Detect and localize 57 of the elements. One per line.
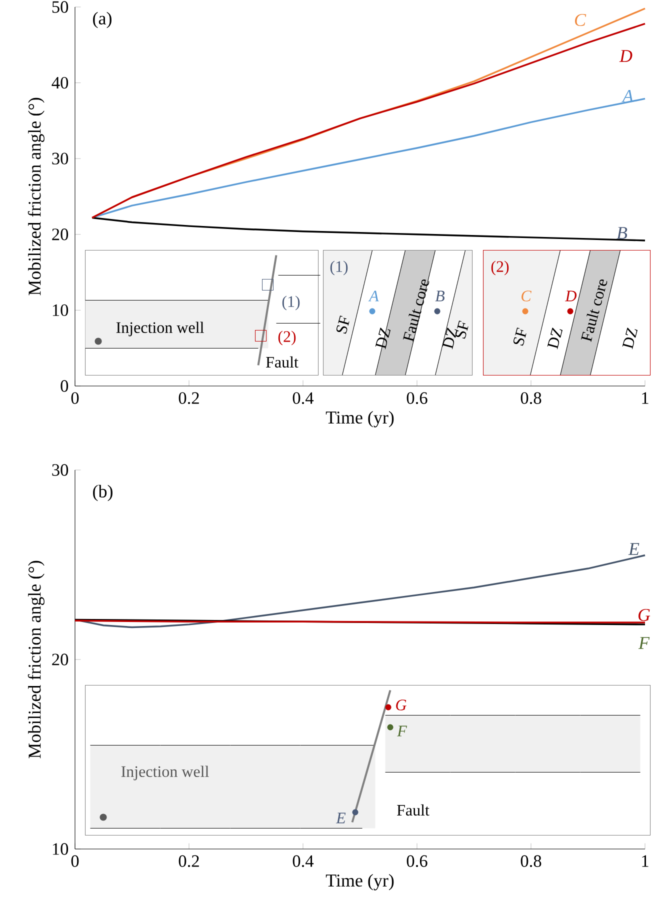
series-label: B [616, 227, 628, 239]
annotation: Fault [266, 356, 298, 368]
annotation: E [336, 812, 346, 824]
annotation: Injection well [116, 322, 204, 336]
x-tick-label: 1 [642, 392, 648, 404]
annotation: DZ [442, 328, 458, 350]
x-tick-label: 0.8 [520, 392, 542, 404]
x-tick-label: 0 [71, 392, 79, 404]
x-tick-label: 0.2 [178, 855, 199, 868]
x-tick-label: 0.2 [178, 392, 199, 404]
annotation: A [368, 290, 379, 302]
annotation: (2) [491, 260, 509, 276]
annotation: Fault [397, 804, 430, 816]
annotation: SF [513, 328, 526, 346]
annotation: G [396, 700, 406, 710]
y-tick-label: 20 [52, 654, 68, 666]
annotation: F [397, 726, 408, 736]
y-tick-label: 40 [52, 76, 68, 89]
annotation: (1) [330, 260, 348, 276]
y-tick-label: 30 [52, 152, 68, 164]
x-tick-label: 0.4 [292, 392, 314, 404]
y-axis-title: Mobilized friction angle (°) [28, 98, 44, 296]
annotation: SF [455, 320, 468, 339]
y-tick-label: 30 [52, 464, 68, 476]
annotation: DZ [622, 328, 638, 350]
annotation: B [435, 290, 445, 302]
x-tick-label: 0.6 [406, 855, 428, 868]
y-tick-label: 50 [52, 1, 68, 13]
x-tick-label: 0 [71, 855, 79, 867]
x-axis-title: Time (yr) [326, 874, 394, 890]
y-tick-label: 10 [52, 304, 68, 316]
annotation: C [522, 290, 532, 302]
y-axis-title: Mobilized friction angle (°) [28, 560, 44, 758]
series-label: D [619, 50, 632, 62]
annotation: (2) [278, 330, 296, 346]
y-tick-label: 10 [52, 843, 68, 855]
annotation: DZ [375, 328, 391, 350]
annotation: (1) [282, 296, 300, 310]
x-tick-label: 1 [642, 855, 648, 867]
y-tick-label: 20 [52, 228, 68, 240]
x-tick-label: 0.8 [520, 855, 542, 868]
x-axis-title: Time (yr) [326, 410, 394, 428]
x-tick-label: 0.4 [292, 855, 314, 868]
series-label: C [575, 14, 586, 26]
chart-title: (a) [93, 12, 112, 28]
annotation: SF [336, 316, 350, 334]
series-label: G [638, 608, 650, 622]
x-tick-label: 0.6 [406, 392, 428, 404]
annotation: D [565, 290, 577, 302]
series-label: F [638, 637, 650, 649]
series-label: E [628, 543, 640, 555]
annotation: Fault core [402, 280, 430, 342]
annotation: Fault core [580, 280, 608, 342]
annotation: Injection well [121, 766, 209, 780]
y-tick-label: 0 [60, 380, 68, 392]
annotation: DZ [547, 328, 563, 350]
text: (b) [93, 484, 112, 502]
